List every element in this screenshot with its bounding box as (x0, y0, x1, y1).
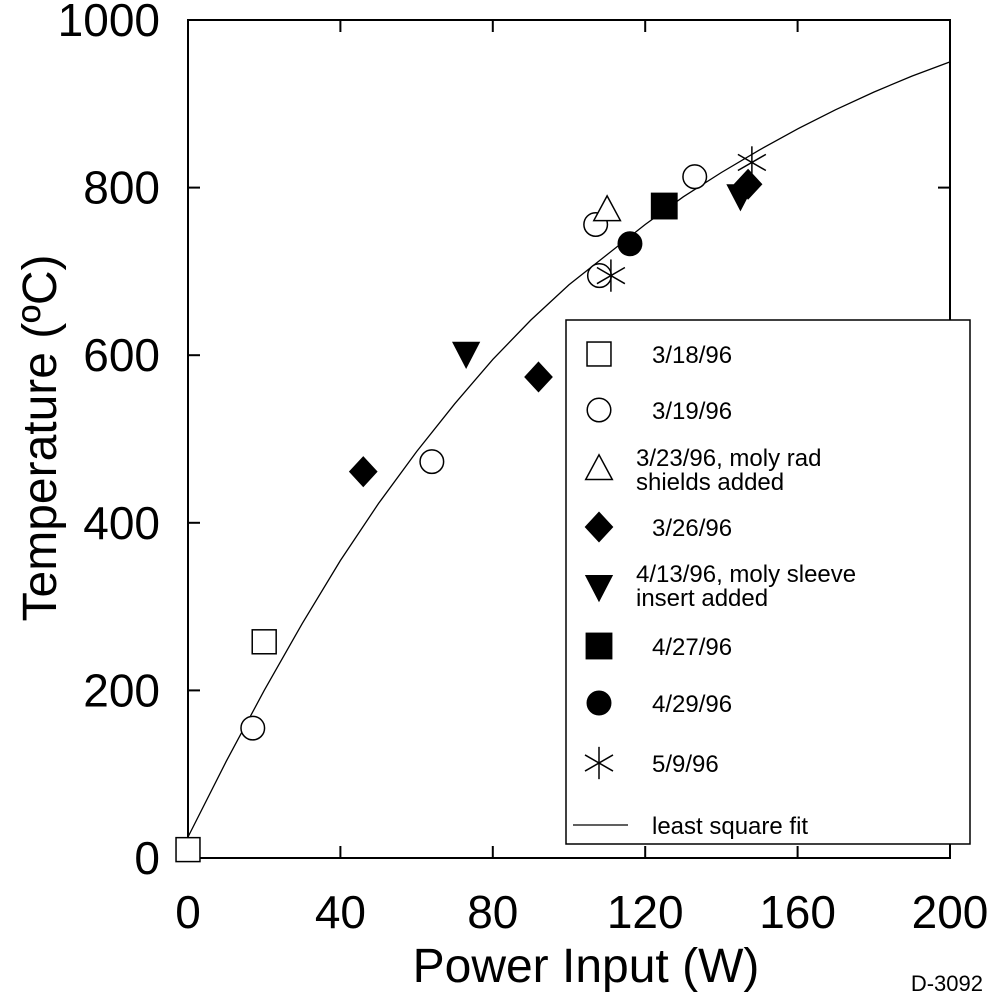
legend-label: 3/19/96 (652, 398, 732, 425)
data-point-open-circle (682, 164, 708, 190)
legend-label: 4/27/96 (652, 634, 732, 661)
y-tick-label: 1000 (58, 0, 160, 46)
data-point-open-triangle (592, 194, 622, 222)
data-point-open-square (175, 836, 201, 863)
asterisk-stroke (737, 153, 767, 172)
data-point-filled-diamond (348, 456, 378, 488)
y-tick-label: 400 (83, 497, 160, 549)
y-axis-title: Temperature (ºC) (14, 255, 67, 622)
legend-marker-filled-circle (586, 690, 612, 716)
y-tick-label: 600 (83, 329, 160, 381)
legend-label: shields added (636, 469, 784, 496)
data-point-open-circle (240, 715, 266, 741)
legend-marker-filled-down-triangle (584, 575, 614, 603)
legend-marker-open-circle (586, 397, 612, 423)
legend-label: 5/9/96 (652, 751, 719, 778)
legend-label: insert added (636, 585, 768, 612)
legend-marker-open-square (586, 341, 612, 367)
x-tick-label: 160 (759, 886, 836, 938)
y-tick-label: 800 (83, 162, 160, 214)
x-tick-label: 40 (315, 886, 366, 938)
legend-label: 3/23/96, moly rad (636, 445, 821, 472)
tick-labels: 0 40 80 120 160 200 0 200 400 600 800 1000 (58, 0, 989, 938)
legend-marker-filled-square (585, 632, 613, 660)
legend-label: least square fit (652, 813, 808, 840)
asterisk-stroke (584, 754, 614, 772)
legend-marker-filled-diamond (584, 511, 614, 543)
fit-curve (187, 61, 951, 838)
asterisk-stroke (596, 266, 626, 285)
legend-label: 4/29/96 (652, 691, 732, 718)
data-point-filled-diamond (524, 361, 553, 393)
x-tick-label: 0 (175, 886, 201, 938)
x-tick-label: 120 (607, 886, 684, 938)
y-tick-label: 0 (134, 832, 160, 884)
y-tick-label: 200 (83, 664, 160, 716)
data-point-open-circle (586, 263, 613, 289)
data-point-filled-down-triangle (452, 341, 481, 369)
data-points (175, 146, 767, 863)
legend-marker-asterisk (584, 746, 614, 780)
data-point-open-square (251, 629, 277, 655)
x-tick-label: 80 (467, 886, 518, 938)
x-tick-label: 200 (912, 886, 989, 938)
figure-code: D-3092 (911, 971, 983, 993)
legend-box (565, 319, 971, 845)
legend-label: 3/18/96 (652, 342, 732, 369)
data-point-asterisk (737, 146, 767, 179)
data-point-asterisk (596, 259, 626, 292)
data-point-filled-circle (617, 231, 643, 257)
data-point-filled-down-triangle (726, 184, 755, 212)
legend-marker-open-triangle (584, 453, 614, 481)
legend-label: 3/26/96 (652, 515, 732, 542)
data-point-filled-square (650, 192, 678, 220)
least-square-fit-line (187, 61, 951, 838)
x-axis-title: Power Input (W) (413, 940, 760, 993)
data-point-open-circle (419, 449, 445, 475)
legend-label: 4/13/96, moly sleeve (636, 561, 856, 588)
